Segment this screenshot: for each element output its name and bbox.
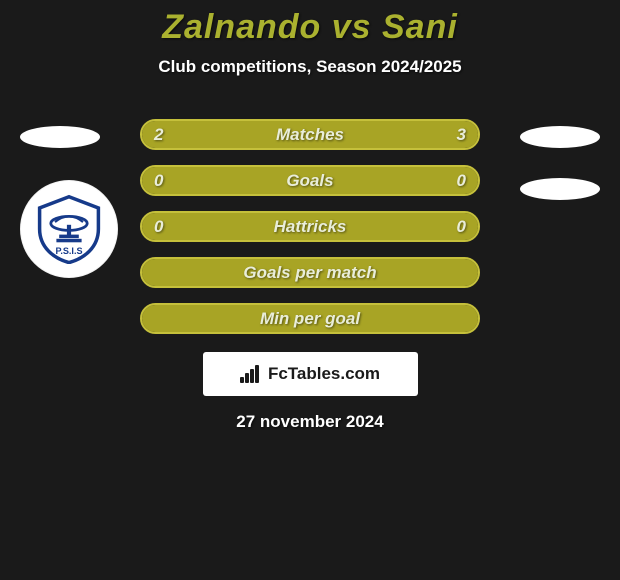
psis-crest-icon: P.S.I.S — [34, 194, 104, 264]
stat-label: Min per goal — [260, 309, 360, 329]
stat-row: Matches 2 3 — [140, 119, 480, 150]
footer-date: 27 november 2024 — [0, 412, 620, 432]
stat-row: Goals per match — [140, 257, 480, 288]
player-right-marker — [520, 126, 600, 148]
infographic-container: Zalnando vs Sani Club competitions, Seas… — [0, 0, 620, 580]
stat-value-right: 0 — [457, 171, 466, 191]
page-title: Zalnando vs Sani — [0, 8, 620, 47]
player-left-marker — [20, 126, 100, 148]
stat-label: Goals per match — [243, 263, 376, 283]
stat-value-right: 3 — [457, 125, 466, 145]
bars-icon — [240, 365, 262, 383]
stat-label: Goals — [286, 171, 333, 191]
svg-text:P.S.I.S: P.S.I.S — [55, 246, 82, 256]
stat-label: Matches — [276, 125, 344, 145]
club-right-marker — [520, 178, 600, 200]
stat-value-right: 0 — [457, 217, 466, 237]
stat-label: Hattricks — [274, 217, 347, 237]
stat-row: Min per goal — [140, 303, 480, 334]
page-subtitle: Club competitions, Season 2024/2025 — [0, 57, 620, 77]
branding-badge: FcTables.com — [203, 352, 418, 396]
stat-value-left: 2 — [154, 125, 163, 145]
club-left-badge: P.S.I.S — [20, 180, 118, 278]
stat-row: Hattricks 0 0 — [140, 211, 480, 242]
stat-row: Goals 0 0 — [140, 165, 480, 196]
branding-text: FcTables.com — [268, 364, 380, 384]
stat-value-left: 0 — [154, 217, 163, 237]
stat-value-left: 0 — [154, 171, 163, 191]
